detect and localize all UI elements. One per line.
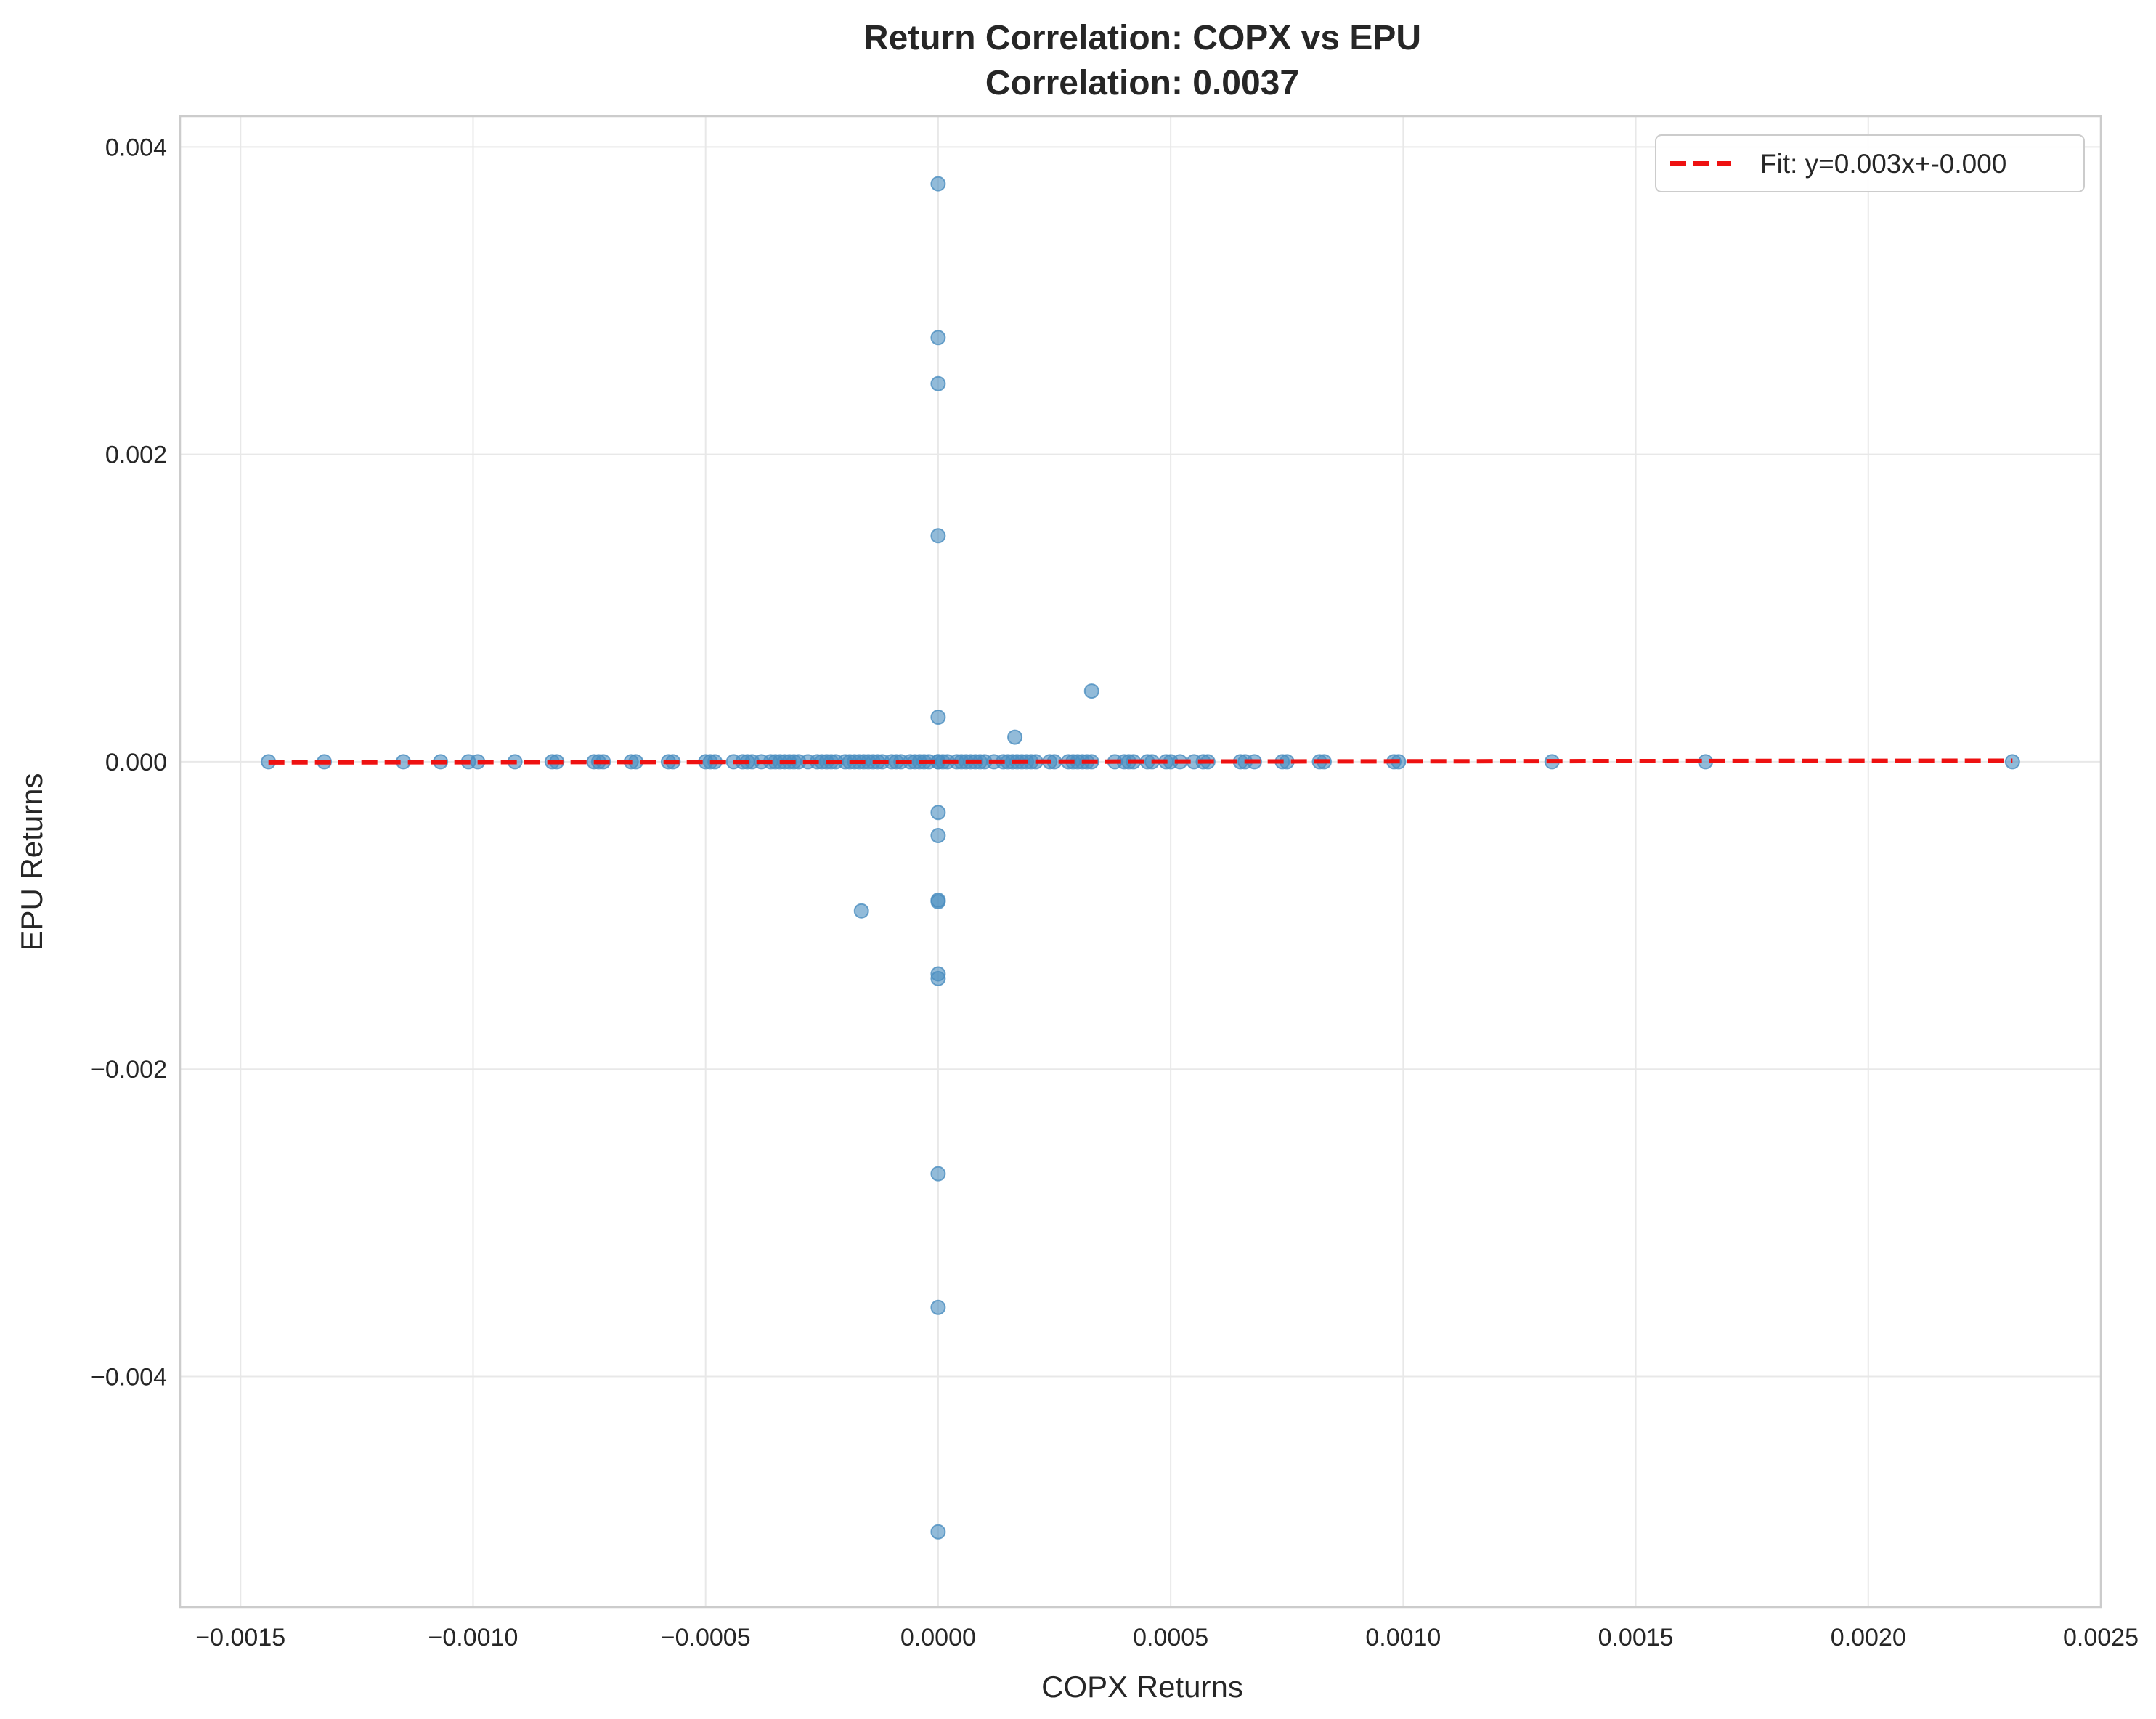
scatter-point bbox=[930, 894, 946, 910]
scatter-point bbox=[1083, 683, 1099, 699]
x-tick-label: 0.0020 bbox=[1831, 1624, 1906, 1651]
scatter-point bbox=[930, 528, 946, 544]
chart-subtitle: Correlation: 0.0037 bbox=[985, 64, 1299, 102]
scatter-point bbox=[930, 1524, 946, 1540]
y-tick-label: 0.004 bbox=[105, 134, 167, 161]
chart-title: Return Correlation: COPX vs EPU bbox=[863, 19, 1421, 57]
fit-line bbox=[268, 758, 2013, 765]
scatter-point bbox=[930, 375, 946, 391]
y-tick-label: 0.002 bbox=[105, 442, 167, 469]
scatter-point bbox=[930, 805, 946, 821]
scatter-point bbox=[930, 710, 946, 726]
x-tick-label: 0.0010 bbox=[1365, 1624, 1441, 1651]
scatter-point bbox=[853, 903, 869, 919]
y-axis-label: EPU Returns bbox=[15, 773, 49, 951]
x-tick-label: 0.0005 bbox=[1133, 1624, 1208, 1651]
scatter-point bbox=[930, 1299, 946, 1315]
scatter-point bbox=[1007, 729, 1023, 745]
y-tick-label: −0.004 bbox=[91, 1364, 167, 1391]
scatter-point bbox=[930, 330, 946, 346]
x-tick-label: −0.0010 bbox=[428, 1624, 518, 1651]
x-axis-ticks: −0.0015 −0.0010 −0.0005 0.0000 0.0005 0.0010 0… bbox=[195, 1624, 2139, 1651]
legend: Fit: y=0.003x+-0.000 bbox=[1655, 134, 2085, 192]
fit-line-layer bbox=[268, 758, 2013, 765]
scatter-point bbox=[930, 970, 946, 986]
legend-box bbox=[1655, 134, 2085, 192]
scatter-point bbox=[930, 176, 946, 192]
x-tick-label: −0.0015 bbox=[195, 1624, 285, 1651]
x-tick-label: 0.0025 bbox=[2063, 1624, 2139, 1651]
x-tick-label: −0.0005 bbox=[661, 1624, 751, 1651]
scatter-points bbox=[261, 176, 2020, 1540]
x-tick-label: 0.0000 bbox=[900, 1624, 976, 1651]
legend-fit-label: Fit: y=0.003x+-0.000 bbox=[1760, 149, 2006, 179]
x-tick-label: 0.0015 bbox=[1598, 1624, 1674, 1651]
scatter-point bbox=[930, 1166, 946, 1182]
x-axis-label: COPX Returns bbox=[1041, 1670, 1243, 1704]
y-tick-label: −0.002 bbox=[91, 1056, 167, 1084]
y-tick-label: 0.000 bbox=[105, 749, 167, 776]
plot-area-frame bbox=[179, 115, 2102, 1609]
y-axis-ticks: −0.004 −0.002 0.000 0.002 0.004 bbox=[91, 134, 167, 1391]
scatter-point bbox=[930, 828, 946, 844]
